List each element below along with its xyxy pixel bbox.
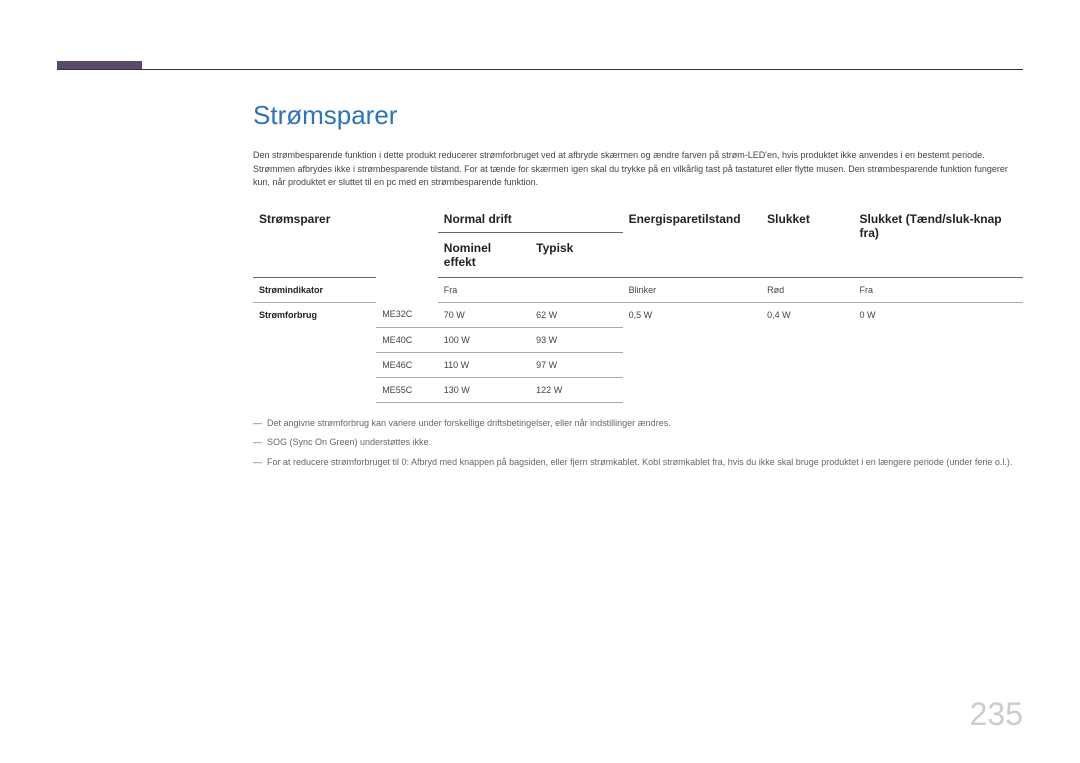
- cell-typical: 97 W: [530, 352, 622, 377]
- th-offbtn: Slukket (Tænd/sluk-knap fra): [854, 206, 1023, 278]
- cell-empty: [623, 352, 762, 377]
- note-text: Det angivne strømforbrug kan variere und…: [267, 417, 671, 431]
- cell-empty: [761, 352, 853, 377]
- cell-nominal: 130 W: [438, 377, 530, 402]
- cell-nominal: 70 W: [438, 302, 530, 327]
- cell-off: 0,4 W: [761, 302, 853, 327]
- note-dash-icon: ―: [253, 436, 267, 450]
- cell-indicator-energy: Blinker: [623, 277, 762, 302]
- table-row: Strømindikator Fra Blinker Rød Fra: [253, 277, 1023, 302]
- note-text: For at reducere strømforbruget til 0: Af…: [267, 456, 1012, 470]
- cell-offbtn: 0 W: [854, 302, 1023, 327]
- cell-empty: [623, 377, 762, 402]
- top-divider: [57, 69, 1023, 70]
- table-row: Strømforbrug ME32C 70 W 62 W 0,5 W 0,4 W…: [253, 302, 1023, 327]
- cell-indicator-offbtn: Fra: [854, 277, 1023, 302]
- note-text: SOG (Sync On Green) understøttes ikke.: [267, 436, 431, 450]
- th-normal: Normal drift: [438, 206, 623, 233]
- th-off: Slukket: [761, 206, 853, 278]
- cell-typical: 93 W: [530, 327, 622, 352]
- note-dash-icon: ―: [253, 417, 267, 431]
- page-number: 235: [970, 696, 1023, 733]
- cell-model: ME55C: [376, 377, 438, 402]
- row-label-indicator: Strømindikator: [253, 277, 376, 302]
- main-content: Strømsparer Den strømbesparende funktion…: [253, 100, 1023, 475]
- th-empty: [376, 206, 438, 278]
- cell-empty: [761, 327, 853, 352]
- cell-indicator-normal: Fra: [438, 277, 623, 302]
- cell-empty: [761, 377, 853, 402]
- row-label-consumption: Strømforbrug: [253, 302, 376, 402]
- cell-typical: 62 W: [530, 302, 622, 327]
- th-nominal: Nominel effekt: [438, 232, 530, 277]
- note-item: ― Det angivne strømforbrug kan variere u…: [253, 417, 1023, 431]
- th-typical: Typisk: [530, 232, 622, 277]
- th-energy: Energisparetilstand: [623, 206, 762, 278]
- cell-nominal: 110 W: [438, 352, 530, 377]
- cell-empty: [376, 277, 438, 302]
- page-title: Strømsparer: [253, 100, 1023, 131]
- cell-typical: 122 W: [530, 377, 622, 402]
- cell-empty: [623, 327, 762, 352]
- cell-model: ME32C: [376, 302, 438, 327]
- cell-model: ME46C: [376, 352, 438, 377]
- cell-empty: [854, 327, 1023, 352]
- power-table: Strømsparer Normal drift Energisparetils…: [253, 206, 1023, 403]
- note-dash-icon: ―: [253, 456, 267, 470]
- cell-nominal: 100 W: [438, 327, 530, 352]
- cell-empty: [854, 377, 1023, 402]
- th-stromsparer: Strømsparer: [253, 206, 376, 278]
- note-item: ― SOG (Sync On Green) understøttes ikke.: [253, 436, 1023, 450]
- cell-indicator-off: Rød: [761, 277, 853, 302]
- cell-empty: [854, 352, 1023, 377]
- cell-model: ME40C: [376, 327, 438, 352]
- intro-paragraph: Den strømbesparende funktion i dette pro…: [253, 149, 1023, 190]
- note-item: ― For at reducere strømforbruget til 0: …: [253, 456, 1023, 470]
- cell-energy: 0,5 W: [623, 302, 762, 327]
- accent-bar: [57, 61, 142, 69]
- notes-section: ― Det angivne strømforbrug kan variere u…: [253, 417, 1023, 470]
